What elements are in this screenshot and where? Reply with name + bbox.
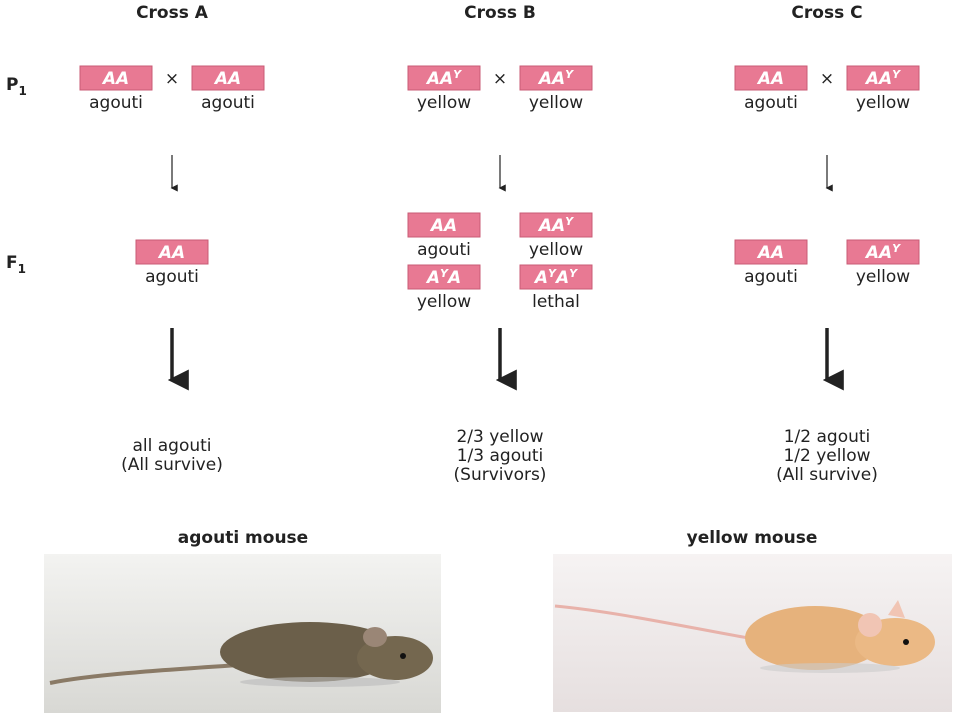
genotype: AA <box>429 216 457 236</box>
phenotype: agouti <box>744 267 798 287</box>
genotype-text: A <box>446 268 461 288</box>
genotype-box <box>191 65 265 91</box>
genotype: AYAY <box>533 267 578 288</box>
cross-title: Cross C <box>791 3 862 23</box>
row-letter: F <box>6 253 18 273</box>
row-letter: P <box>6 75 18 95</box>
photo-title: agouti mouse <box>178 528 308 548</box>
outcome-line: (All survive) <box>776 465 878 485</box>
genotype-text: AA <box>537 216 565 236</box>
phenotype: yellow <box>856 93 910 113</box>
genotype-text: AA <box>537 69 565 89</box>
genotype-box <box>846 239 920 265</box>
phenotype: yellow <box>529 93 583 113</box>
genotype-box <box>519 264 593 290</box>
genotype-box <box>519 65 593 91</box>
outcome-line: 2/3 yellow <box>456 427 543 447</box>
genotype-text: AA <box>101 69 129 89</box>
phenotype: yellow <box>856 267 910 287</box>
genotype-box <box>519 212 593 238</box>
outcome-line: 1/2 agouti <box>784 427 871 447</box>
genotype-text: AA <box>425 69 453 89</box>
genotype-text: AA <box>864 243 892 263</box>
genotype-text: AA <box>213 69 241 89</box>
genotype-box <box>407 65 481 91</box>
genotype-superscript: Y <box>565 215 574 228</box>
phenotype: agouti <box>417 240 471 260</box>
genotype: AA <box>101 69 129 89</box>
genotype-text: A <box>533 268 548 288</box>
outcome-line: all agouti <box>132 436 211 456</box>
genotype-box <box>407 264 481 290</box>
cross-title: Cross B <box>464 3 536 23</box>
genotype: AAY <box>864 242 901 263</box>
genotype-text: AA <box>756 243 784 263</box>
phenotype: yellow <box>529 240 583 260</box>
genotype: AAY <box>537 68 574 89</box>
genotype-superscript: Y <box>569 267 578 280</box>
cross-symbol: × <box>493 69 507 89</box>
cross-symbol: × <box>820 69 834 89</box>
genotype: AAY <box>425 68 462 89</box>
genotype: AA <box>157 243 185 263</box>
genotype: AA <box>756 69 784 89</box>
genotype: AA <box>213 69 241 89</box>
genotype-text: AA <box>429 216 457 236</box>
phenotype: yellow <box>417 93 471 113</box>
cross-title: Cross A <box>136 3 209 23</box>
outcome-line: (Survivors) <box>454 465 547 485</box>
phenotype: agouti <box>145 267 199 287</box>
genotype-text: AA <box>864 69 892 89</box>
genotype-superscript: Y <box>892 68 901 81</box>
outcome-line: 1/2 yellow <box>783 446 870 466</box>
genotype-superscript: Y <box>892 242 901 255</box>
genotype-box <box>79 65 153 91</box>
genotype-text: A <box>425 268 440 288</box>
phenotype: lethal <box>532 292 580 312</box>
genotype-superscript: Y <box>440 267 449 280</box>
genotype-text: AA <box>157 243 185 263</box>
genotype-text: AA <box>756 69 784 89</box>
genotype: AYA <box>425 267 461 288</box>
row-subscript: 1 <box>18 262 26 276</box>
genotype-text: A <box>554 268 569 288</box>
genotype: AA <box>756 243 784 263</box>
row-label: P1 <box>6 75 27 98</box>
row-subscript: 1 <box>18 84 26 98</box>
photo-title: yellow mouse <box>687 528 818 548</box>
genotype-box <box>734 65 808 91</box>
outcome-line: (All survive) <box>121 455 223 475</box>
genotype-box <box>734 239 808 265</box>
genotype-superscript: Y <box>548 267 557 280</box>
outcome-line: 1/3 agouti <box>457 446 544 466</box>
genotype-superscript: Y <box>453 68 462 81</box>
genotype: AAY <box>864 68 901 89</box>
cross-symbol: × <box>165 69 179 89</box>
phenotype: agouti <box>89 93 143 113</box>
genotype-box <box>135 239 209 265</box>
genotype-superscript: Y <box>565 68 574 81</box>
genotype: AAY <box>537 215 574 236</box>
phenotype: agouti <box>201 93 255 113</box>
genotype-box <box>846 65 920 91</box>
yellow-photo <box>553 554 952 712</box>
agouti-photo <box>44 554 441 713</box>
genotype-box <box>407 212 481 238</box>
phenotype: agouti <box>744 93 798 113</box>
phenotype: yellow <box>417 292 471 312</box>
row-label: F1 <box>6 253 26 276</box>
